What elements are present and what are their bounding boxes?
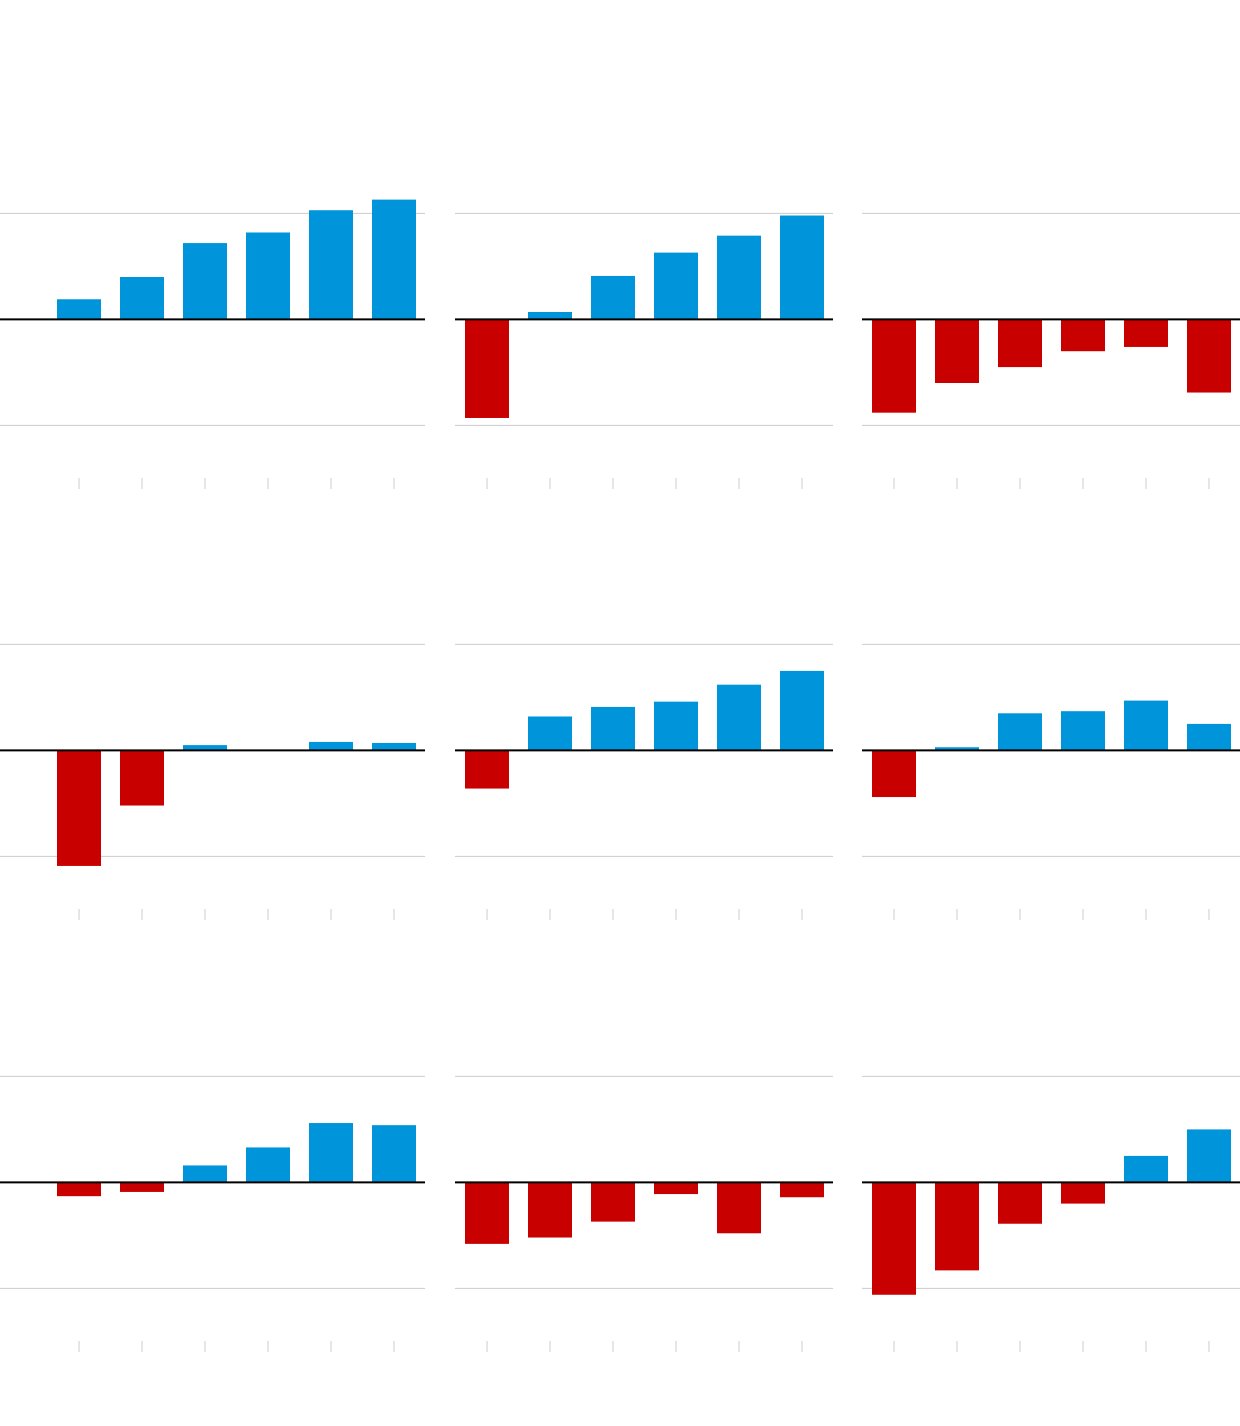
bar bbox=[465, 1182, 509, 1244]
bar bbox=[717, 684, 761, 751]
bar bbox=[528, 311, 572, 320]
bar bbox=[1061, 1182, 1105, 1204]
bar bbox=[998, 1182, 1042, 1224]
bar bbox=[528, 1182, 572, 1238]
bar bbox=[372, 1125, 416, 1183]
bar bbox=[372, 199, 416, 320]
bar bbox=[591, 706, 635, 751]
bar bbox=[591, 1182, 635, 1222]
bar bbox=[246, 232, 290, 320]
bar bbox=[780, 215, 824, 320]
bar bbox=[120, 277, 164, 320]
bar bbox=[872, 1182, 916, 1295]
bar bbox=[1061, 319, 1105, 352]
bar bbox=[465, 319, 509, 418]
bar bbox=[998, 713, 1042, 751]
bar bbox=[309, 741, 353, 751]
bar bbox=[309, 210, 353, 320]
bar bbox=[120, 750, 164, 806]
bar bbox=[1124, 700, 1168, 751]
bar bbox=[654, 252, 698, 320]
bar bbox=[780, 1182, 824, 1198]
bar bbox=[717, 235, 761, 320]
bar bbox=[183, 243, 227, 320]
bar bbox=[309, 1123, 353, 1183]
bar bbox=[872, 319, 916, 413]
bar bbox=[1124, 319, 1168, 347]
bar bbox=[654, 701, 698, 751]
bar bbox=[935, 319, 979, 383]
bar bbox=[57, 750, 101, 866]
bar bbox=[183, 745, 227, 751]
bar bbox=[1187, 319, 1231, 393]
bar bbox=[246, 1147, 290, 1183]
bar bbox=[57, 299, 101, 320]
bar bbox=[1187, 723, 1231, 751]
bar bbox=[591, 275, 635, 320]
bar bbox=[780, 670, 824, 751]
bar bbox=[998, 319, 1042, 368]
bar bbox=[654, 1182, 698, 1195]
bar bbox=[183, 1165, 227, 1183]
bar bbox=[717, 1182, 761, 1234]
bar bbox=[528, 716, 572, 751]
bar bbox=[57, 1182, 101, 1197]
bar bbox=[120, 1182, 164, 1192]
bar bbox=[935, 747, 979, 751]
bar bbox=[872, 750, 916, 798]
bar bbox=[1061, 711, 1105, 751]
bar bbox=[372, 742, 416, 751]
bar bbox=[465, 750, 509, 789]
bar bbox=[1187, 1129, 1231, 1183]
bar bbox=[1124, 1155, 1168, 1183]
bar bbox=[935, 1182, 979, 1271]
